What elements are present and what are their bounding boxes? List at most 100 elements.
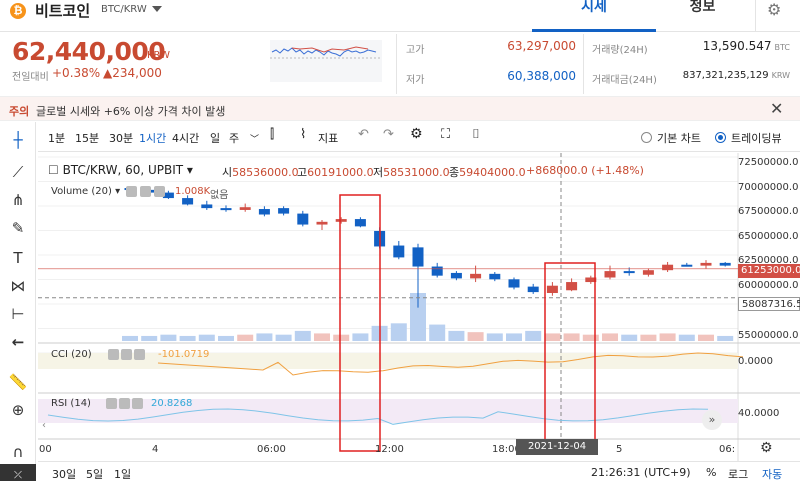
indicator-icon[interactable]: ⌇ xyxy=(300,127,307,142)
volume-legend: Volume (20) ▾ xyxy=(51,186,121,197)
candle-body xyxy=(681,264,693,267)
close-icon[interactable] xyxy=(134,349,145,360)
close-icon[interactable] xyxy=(132,398,143,409)
volume-bar xyxy=(640,334,657,341)
high-value: 63,297,000 xyxy=(507,39,576,53)
range-1d[interactable]: 1일 xyxy=(114,468,132,481)
price-chart[interactable] xyxy=(38,153,800,461)
coin-name[interactable]: 비트코인 xyxy=(35,2,91,20)
chart-layer xyxy=(38,153,800,461)
volume-bar xyxy=(256,333,273,341)
candle-body xyxy=(662,264,674,271)
ruler-icon[interactable]: 📏 xyxy=(8,373,28,391)
volume-bar xyxy=(275,334,292,341)
redo-icon[interactable]: ↷ xyxy=(383,127,394,142)
x-tick: 12:00 xyxy=(375,444,404,455)
crosshair-icon[interactable]: ┼ xyxy=(13,131,23,149)
interval-day[interactable]: 일 xyxy=(210,132,221,145)
pattern-icon[interactable]: ⋈ xyxy=(10,277,26,295)
trend-line-icon[interactable]: ⟋ xyxy=(12,163,24,181)
scroll-right-icon[interactable]: » xyxy=(702,410,722,430)
candle-body xyxy=(316,221,328,225)
measure-icon[interactable]: ⊢ xyxy=(11,305,25,323)
candle-type-icon[interactable]: ⫿ xyxy=(270,127,275,142)
last-price-badge: 61253000.0 xyxy=(738,264,800,278)
chevron-down-icon[interactable]: ﹀ xyxy=(250,135,260,145)
magnet-icon[interactable]: ∩ xyxy=(12,443,24,461)
close-icon[interactable]: ✕ xyxy=(770,99,784,118)
range-5d[interactable]: 5일 xyxy=(86,468,104,481)
current-price: 62,440,000 xyxy=(12,37,166,66)
eye-icon[interactable] xyxy=(126,186,137,197)
interval-30m[interactable]: 30분 xyxy=(109,132,134,145)
header-divider xyxy=(755,0,756,32)
camera-icon[interactable]: ⌷ xyxy=(472,127,480,142)
candle-body xyxy=(335,219,347,222)
tradingview-radio[interactable] xyxy=(715,132,726,143)
notice-bar: 주의 글로벌 시세와 +6% 이상 가격 차이 발생 ✕ xyxy=(0,96,800,121)
x-tick: 4 xyxy=(152,444,159,455)
hide-drawings-icon[interactable]: ⤫ xyxy=(0,464,36,481)
ohlc-low: 저58531000.0 xyxy=(373,164,450,180)
back-arrow-icon[interactable]: ← xyxy=(11,333,25,351)
amount-unit: KRW xyxy=(771,71,790,80)
interval-4h[interactable]: 4시간 xyxy=(172,132,200,145)
volume-bar xyxy=(122,335,138,341)
basic-chart-radio[interactable] xyxy=(641,132,652,143)
tab-info[interactable]: 정보 xyxy=(689,0,716,15)
x-tick: 18:00 xyxy=(492,444,521,455)
log-toggle[interactable]: 로그 xyxy=(728,468,749,481)
candle-body xyxy=(546,285,558,294)
close-icon[interactable] xyxy=(154,186,165,197)
fib-tool-icon[interactable]: ⋔ xyxy=(11,191,25,209)
volume-bar xyxy=(352,333,369,341)
candle-body xyxy=(700,262,712,266)
gear-icon[interactable] xyxy=(121,349,132,360)
gear-icon[interactable] xyxy=(119,398,130,409)
candle-body xyxy=(527,286,539,293)
collapse-icon[interactable]: ☐ xyxy=(48,163,63,177)
y-tick: 70000000.0 xyxy=(738,182,799,193)
volume-bar xyxy=(486,333,503,341)
volume-value: 13,590.547 xyxy=(702,39,772,53)
x-tick: 06:00 xyxy=(257,444,286,455)
tab-quote[interactable]: 시세 xyxy=(532,0,656,32)
ohlc-low-value: 58531000.0 xyxy=(383,166,450,179)
candle-body xyxy=(508,279,520,288)
chevron-down-icon[interactable] xyxy=(152,6,162,12)
interval-15m[interactable]: 15분 xyxy=(75,132,100,145)
text-tool-icon[interactable]: T xyxy=(13,249,23,267)
fullscreen-icon[interactable]: ⛶ xyxy=(441,127,451,142)
volume-bar xyxy=(621,334,638,341)
brush-icon[interactable]: ✎ xyxy=(11,219,25,237)
tradingview-label[interactable]: 트레이딩뷰 xyxy=(731,132,782,145)
clock: 21:26:31 (UTC+9) xyxy=(591,466,691,479)
chevron-left-icon[interactable]: ‹ xyxy=(42,420,46,431)
volume-bar xyxy=(314,333,330,341)
undo-icon[interactable]: ↶ xyxy=(358,127,369,142)
range-30d[interactable]: 30일 xyxy=(52,468,77,481)
ohlc-close-key: 종 xyxy=(449,166,460,179)
zoom-in-icon[interactable]: ⊕ xyxy=(11,401,25,419)
settings-icon[interactable]: ⚙ xyxy=(410,126,423,142)
change-amount: ▲234,000 xyxy=(103,66,162,80)
mini-sparkline xyxy=(270,40,382,82)
volume-bar xyxy=(179,335,196,341)
eye-icon[interactable] xyxy=(108,349,119,360)
interval-week[interactable]: 주 xyxy=(229,132,240,145)
auto-toggle[interactable]: 자동 xyxy=(762,468,783,481)
gear-icon[interactable]: ⚙ xyxy=(767,0,782,19)
ohlc-open: 시58536000.0 xyxy=(222,164,299,180)
volume-value: 1.008K xyxy=(175,186,211,197)
volume-bar xyxy=(582,334,599,341)
eye-icon[interactable] xyxy=(106,398,117,409)
interval-1h[interactable]: 1시간 xyxy=(139,132,167,145)
candle-body xyxy=(278,208,290,214)
gear-icon[interactable] xyxy=(140,186,151,197)
gear-icon[interactable]: ⚙ xyxy=(760,440,773,456)
percent-toggle[interactable]: % xyxy=(706,466,717,479)
ohlc-high: 고60191000.0 xyxy=(297,164,374,180)
indicator-button[interactable]: 지표 xyxy=(318,132,339,145)
basic-chart-label[interactable]: 기본 차트 xyxy=(657,132,701,145)
interval-1m[interactable]: 1분 xyxy=(48,132,66,145)
